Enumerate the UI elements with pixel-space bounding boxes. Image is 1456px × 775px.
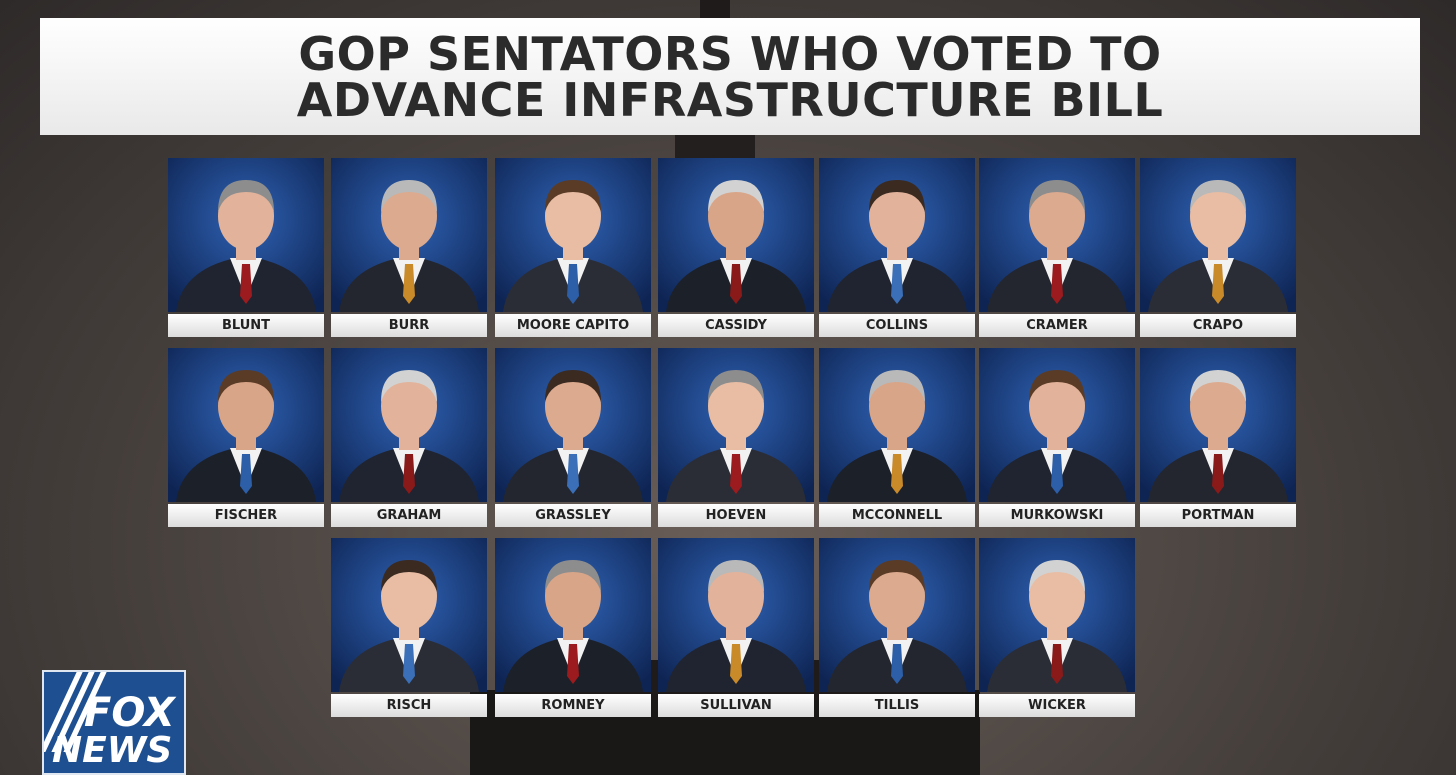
senator-name: MCCONNELL xyxy=(819,504,975,527)
senator-card: BLUNT xyxy=(168,158,324,338)
title-banner: GOP SENTATORS WHO VOTED TO ADVANCE INFRA… xyxy=(40,18,1420,135)
logo-text: FOX xyxy=(84,690,175,736)
portrait xyxy=(979,348,1135,502)
senator-card: HOEVEN xyxy=(658,348,814,528)
senator-card: GRASSLEY xyxy=(495,348,651,528)
portrait xyxy=(819,538,975,692)
title: ADVANCE INFRASTRUCTURE BILL xyxy=(296,72,1164,127)
senator-name: SULLIVAN xyxy=(658,694,814,717)
portrait xyxy=(331,538,487,692)
senator-name: BLUNT xyxy=(168,314,324,337)
senator-card: MOORE CAPITO xyxy=(495,158,651,338)
senator-name: RISCH xyxy=(331,694,487,717)
portrait xyxy=(168,158,324,312)
senator-card: WICKER xyxy=(979,538,1135,718)
portrait xyxy=(979,158,1135,312)
senator-name: FISCHER xyxy=(168,504,324,527)
portrait xyxy=(658,348,814,502)
portrait xyxy=(495,158,651,312)
senator-card: SULLIVAN xyxy=(658,538,814,718)
senator-name: HOEVEN xyxy=(658,504,814,527)
senator-card: PORTMAN xyxy=(1140,348,1296,528)
senator-card: BURR xyxy=(331,158,487,338)
senator-card: MURKOWSKI xyxy=(979,348,1135,528)
senator-name: COLLINS xyxy=(819,314,975,337)
senator-card: CASSIDY xyxy=(658,158,814,338)
network-logo: FOX NEWS xyxy=(42,670,186,775)
portrait xyxy=(819,348,975,502)
portrait xyxy=(979,538,1135,692)
senator-name: BURR xyxy=(331,314,487,337)
portrait xyxy=(495,538,651,692)
senator-card: CRAMER xyxy=(979,158,1135,338)
logo-text: NEWS xyxy=(52,730,173,771)
portrait xyxy=(1140,348,1296,502)
portrait xyxy=(658,538,814,692)
portrait xyxy=(331,348,487,502)
portrait xyxy=(819,158,975,312)
senator-card: ROMNEY xyxy=(495,538,651,718)
senator-name: GRASSLEY xyxy=(495,504,651,527)
senator-name: PORTMAN xyxy=(1140,504,1296,527)
portrait xyxy=(495,348,651,502)
senator-card: GRAHAM xyxy=(331,348,487,528)
senator-card: TILLIS xyxy=(819,538,975,718)
senator-card: CRAPO xyxy=(1140,158,1296,338)
portrait xyxy=(1140,158,1296,312)
portrait xyxy=(168,348,324,502)
senator-name: WICKER xyxy=(979,694,1135,717)
senator-card: RISCH xyxy=(331,538,487,718)
senator-name: GRAHAM xyxy=(331,504,487,527)
portrait xyxy=(658,158,814,312)
senator-name: MURKOWSKI xyxy=(979,504,1135,527)
senator-name: MOORE CAPITO xyxy=(495,314,651,337)
senator-card: MCCONNELL xyxy=(819,348,975,528)
senator-card: COLLINS xyxy=(819,158,975,338)
senator-name: CRAMER xyxy=(979,314,1135,337)
senator-name: CRAPO xyxy=(1140,314,1296,337)
senator-name: CASSIDY xyxy=(658,314,814,337)
portrait xyxy=(331,158,487,312)
senator-name: TILLIS xyxy=(819,694,975,717)
senator-name: ROMNEY xyxy=(495,694,651,717)
title: GOP SENTATORS WHO VOTED TO xyxy=(298,26,1162,81)
senator-card: FISCHER xyxy=(168,348,324,528)
